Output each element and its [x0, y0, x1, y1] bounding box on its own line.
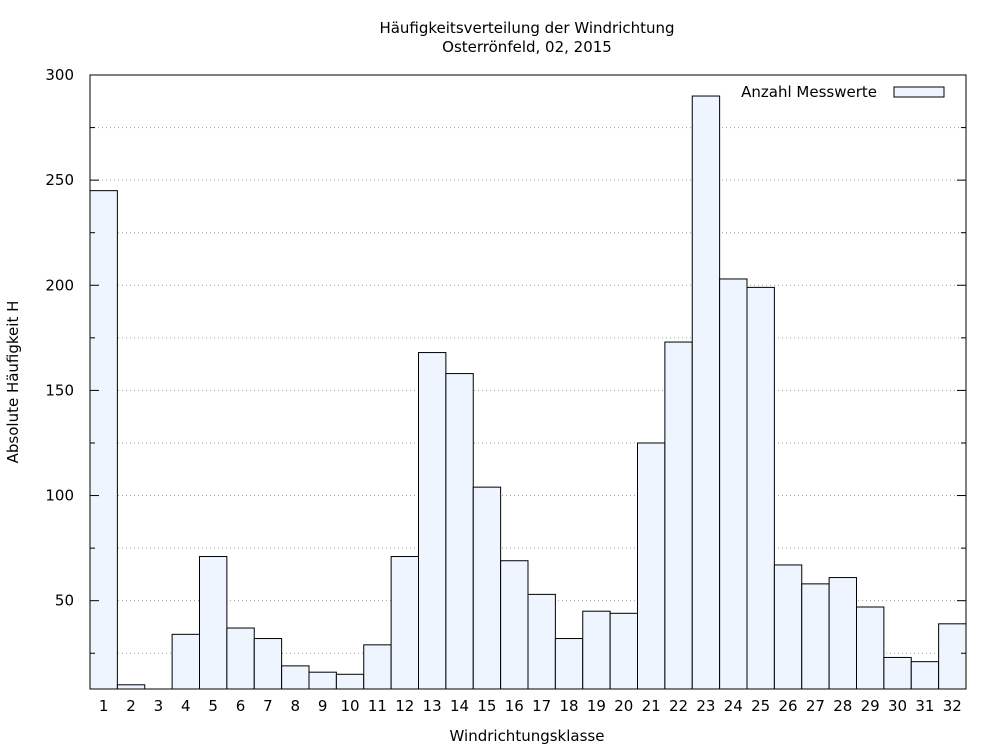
bar [171, 633, 200, 690]
bar [609, 612, 638, 690]
bar [335, 673, 365, 690]
bar [390, 556, 419, 690]
bar [582, 610, 611, 690]
bar [500, 560, 529, 690]
x-tick-label: 17 [532, 697, 551, 715]
bar [746, 286, 775, 690]
plot-frame [89, 74, 967, 690]
x-tick-label: 7 [263, 697, 273, 715]
x-tick-label: 2 [126, 697, 136, 715]
x-tick-label: 1 [99, 697, 109, 715]
bar [308, 671, 337, 690]
x-tick-label: 26 [779, 697, 798, 715]
x-tick-label: 13 [423, 697, 442, 715]
x-tick-label: 25 [751, 697, 770, 715]
bar [637, 442, 666, 690]
bar [89, 190, 118, 690]
bar [199, 556, 228, 690]
x-tick-label: 8 [291, 697, 301, 715]
bar [828, 577, 857, 690]
x-tick-label: 14 [450, 697, 469, 715]
bar [527, 593, 556, 690]
bar [472, 486, 502, 690]
x-tick-label: 10 [341, 697, 360, 715]
y-axis-label: Absolute Häufigkeit H [4, 301, 22, 464]
legend-swatch [893, 86, 945, 98]
x-tick-label: 27 [806, 697, 825, 715]
y-tick-label: 50 [55, 592, 74, 610]
x-tick-label: 30 [888, 697, 907, 715]
y-tick-label: 100 [45, 487, 74, 505]
x-tick-label: 31 [915, 697, 934, 715]
x-tick-label: 11 [368, 697, 387, 715]
bar [719, 278, 748, 690]
x-tick-label: 24 [724, 697, 743, 715]
x-tick-label: 23 [696, 697, 715, 715]
x-tick-label: 32 [943, 697, 962, 715]
x-axis-label: Windrichtungsklasse [450, 727, 605, 745]
bar [664, 341, 693, 690]
x-tick-label: 29 [861, 697, 880, 715]
chart-title: Häufigkeitsverteilung der Windrichtung [379, 19, 674, 37]
bar [883, 656, 912, 690]
y-tick-label: 200 [45, 276, 74, 294]
x-tick-label: 12 [395, 697, 414, 715]
bar [938, 623, 967, 690]
bar [445, 373, 474, 690]
x-tick-label: 9 [318, 697, 328, 715]
bar [226, 627, 255, 690]
x-tick-label: 6 [236, 697, 246, 715]
legend-label: Anzahl Messwerte [741, 83, 877, 101]
bar [554, 638, 584, 690]
x-tick-label: 18 [560, 697, 579, 715]
bars [89, 95, 967, 690]
bar [363, 644, 392, 690]
bar [418, 352, 447, 690]
x-axis: 1 2 3 4 5 6 7 8 9 10 11 12 13 14 15 16 17 18 19 20 21 22 23 24 2… [99, 697, 962, 715]
x-tick-label: 15 [477, 697, 496, 715]
x-tick-label: 4 [181, 697, 191, 715]
y-tick-label: 250 [45, 171, 74, 189]
y-axis: 50 100 150 200 250 300 [45, 66, 966, 654]
x-tick-label: 20 [614, 697, 633, 715]
bar [773, 564, 803, 690]
bar [253, 638, 283, 690]
bar [281, 665, 310, 690]
x-tick-label: 19 [587, 697, 606, 715]
bar [910, 661, 940, 690]
bar [801, 583, 830, 690]
x-tick-label: 16 [505, 697, 524, 715]
chart-subtitle: Osterrönfeld, 02, 2015 [442, 38, 612, 56]
x-tick-label: 21 [642, 697, 661, 715]
legend: Anzahl Messwerte [741, 83, 945, 101]
bar [691, 95, 721, 690]
x-tick-label: 3 [154, 697, 164, 715]
y-tick-label: 300 [45, 66, 74, 84]
x-tick-label: 28 [833, 697, 852, 715]
x-tick-label: 22 [669, 697, 688, 715]
bar [116, 684, 146, 690]
bar [856, 606, 885, 690]
y-tick-label: 150 [45, 381, 74, 399]
x-tick-label: 5 [208, 697, 218, 715]
